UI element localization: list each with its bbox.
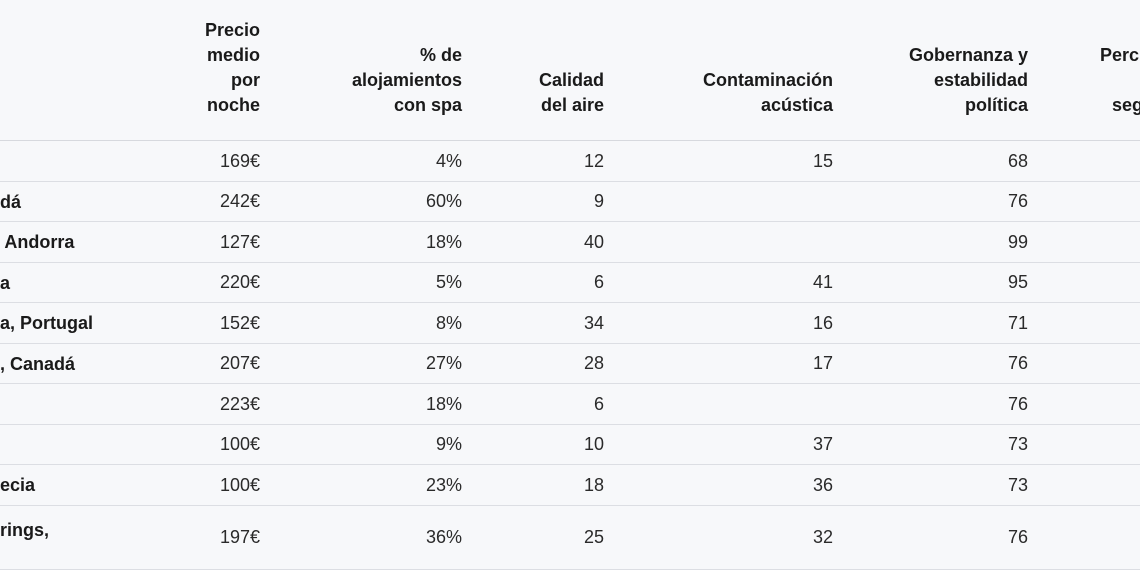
table-row: Andorra 127€ 18% 40 99: [0, 222, 1140, 263]
cell-gobernanza: 99: [1007, 231, 1028, 252]
header-precio: Precio medio por noche: [205, 18, 260, 118]
cell-spa: 36%: [425, 527, 462, 547]
destination-name: rings,: [0, 520, 50, 540]
cell-precio: 100€: [219, 434, 260, 454]
cell-aire: 10: [583, 434, 604, 454]
cell-aire: 6: [593, 272, 604, 292]
cell-spa: 23%: [425, 474, 462, 495]
cell-precio: 100€: [219, 474, 260, 495]
cell-precio: 223€: [219, 393, 260, 414]
cell-gobernanza: 73: [1007, 474, 1028, 495]
destination-name: dá: [0, 191, 22, 212]
destination-name: , Canadá: [0, 353, 76, 374]
table-row: dá 242€ 60% 9 76: [0, 182, 1140, 222]
header-line: noche: [206, 95, 260, 115]
header-line: Calidad: [538, 70, 604, 90]
header-line: % de: [419, 45, 462, 65]
cell-gobernanza: 76: [1007, 353, 1028, 373]
cell-ruido: 16: [812, 312, 833, 333]
cell-aire: 34: [583, 312, 604, 333]
cell-precio: 207€: [219, 353, 260, 373]
cell-aire: 18: [583, 474, 604, 495]
cell-spa: 5%: [435, 272, 462, 292]
header-divider: [0, 140, 1140, 141]
header-spa: % de alojamientos con spa: [352, 43, 462, 118]
table-row: , Canadá 207€ 27% 28 17 76: [0, 344, 1140, 384]
header-line: [1100, 68, 1140, 93]
cell-ruido: 41: [812, 272, 833, 292]
header-line: Perc: [1100, 45, 1140, 65]
table-row: ecia 100€ 23% 18 36 73: [0, 465, 1140, 506]
cell-precio: 197€: [219, 527, 260, 547]
cell-spa: 9%: [435, 434, 462, 454]
cell-gobernanza: 76: [1007, 393, 1028, 414]
table-row: 169€ 4% 12 15 68: [0, 141, 1140, 182]
destination-name: ecia: [0, 475, 36, 495]
header-line: Precio: [204, 20, 260, 40]
header-line: política: [964, 95, 1028, 115]
cell-aire: 12: [583, 150, 604, 171]
cell-ruido: 37: [812, 434, 833, 454]
cell-aire: 6: [593, 393, 604, 414]
header-line: seg: [1112, 95, 1140, 115]
header-line: del aire: [540, 95, 604, 115]
header-gobernanza: Gobernanza y estabilidad política: [909, 43, 1028, 118]
header-line: medio: [206, 45, 260, 65]
header-percepcion: Perc seg: [1100, 43, 1140, 118]
cell-aire: 9: [593, 191, 604, 211]
cell-aire: 25: [583, 527, 604, 547]
cell-ruido: 17: [812, 353, 833, 373]
cell-precio: 220€: [219, 272, 260, 292]
header-line: por: [231, 70, 260, 90]
cell-spa: 60%: [425, 191, 462, 211]
cell-gobernanza: 76: [1007, 527, 1028, 547]
cell-spa: 27%: [425, 353, 462, 373]
cell-precio: 169€: [219, 150, 260, 171]
cell-ruido: 15: [812, 150, 833, 171]
destination-name: a: [0, 272, 11, 293]
destination-name: Andorra: [0, 232, 75, 252]
table-row: a, Portugal 152€ 8% 34 16 71: [0, 303, 1140, 344]
header-line: estabilidad: [933, 70, 1028, 90]
header-line: Gobernanza y: [908, 45, 1028, 65]
cell-aire: 28: [583, 353, 604, 373]
cell-spa: 8%: [435, 312, 462, 333]
cell-precio: 152€: [219, 312, 260, 333]
header-line: con spa: [393, 95, 462, 115]
cell-precio: 242€: [219, 191, 260, 211]
cell-ruido: 32: [812, 527, 833, 547]
header-ruido: Contaminación acústica: [703, 68, 833, 118]
cell-gobernanza: 68: [1007, 150, 1028, 171]
header-line: acústica: [760, 95, 833, 115]
cell-spa: 18%: [425, 393, 462, 414]
cell-gobernanza: 95: [1007, 272, 1028, 292]
table-row: rings, 197€ 36% 25 32 76: [0, 506, 1140, 570]
table-row: 100€ 9% 10 37 73: [0, 425, 1140, 465]
header-line: alojamientos: [351, 70, 462, 90]
destination-name: a, Portugal: [0, 313, 94, 333]
header-line: Contaminación: [702, 70, 833, 90]
cell-ruido: 36: [812, 474, 833, 495]
table-row: 223€ 18% 6 76: [0, 384, 1140, 425]
cell-gobernanza: 71: [1007, 312, 1028, 333]
header-aire: Calidad del aire: [539, 68, 604, 118]
cell-gobernanza: 76: [1007, 191, 1028, 211]
cell-spa: 4%: [435, 150, 462, 171]
cell-aire: 40: [583, 231, 604, 252]
table-row: a 220€ 5% 6 41 95: [0, 263, 1140, 303]
cell-gobernanza: 73: [1007, 434, 1028, 454]
cell-precio: 127€: [219, 231, 260, 252]
cell-spa: 18%: [425, 231, 462, 252]
